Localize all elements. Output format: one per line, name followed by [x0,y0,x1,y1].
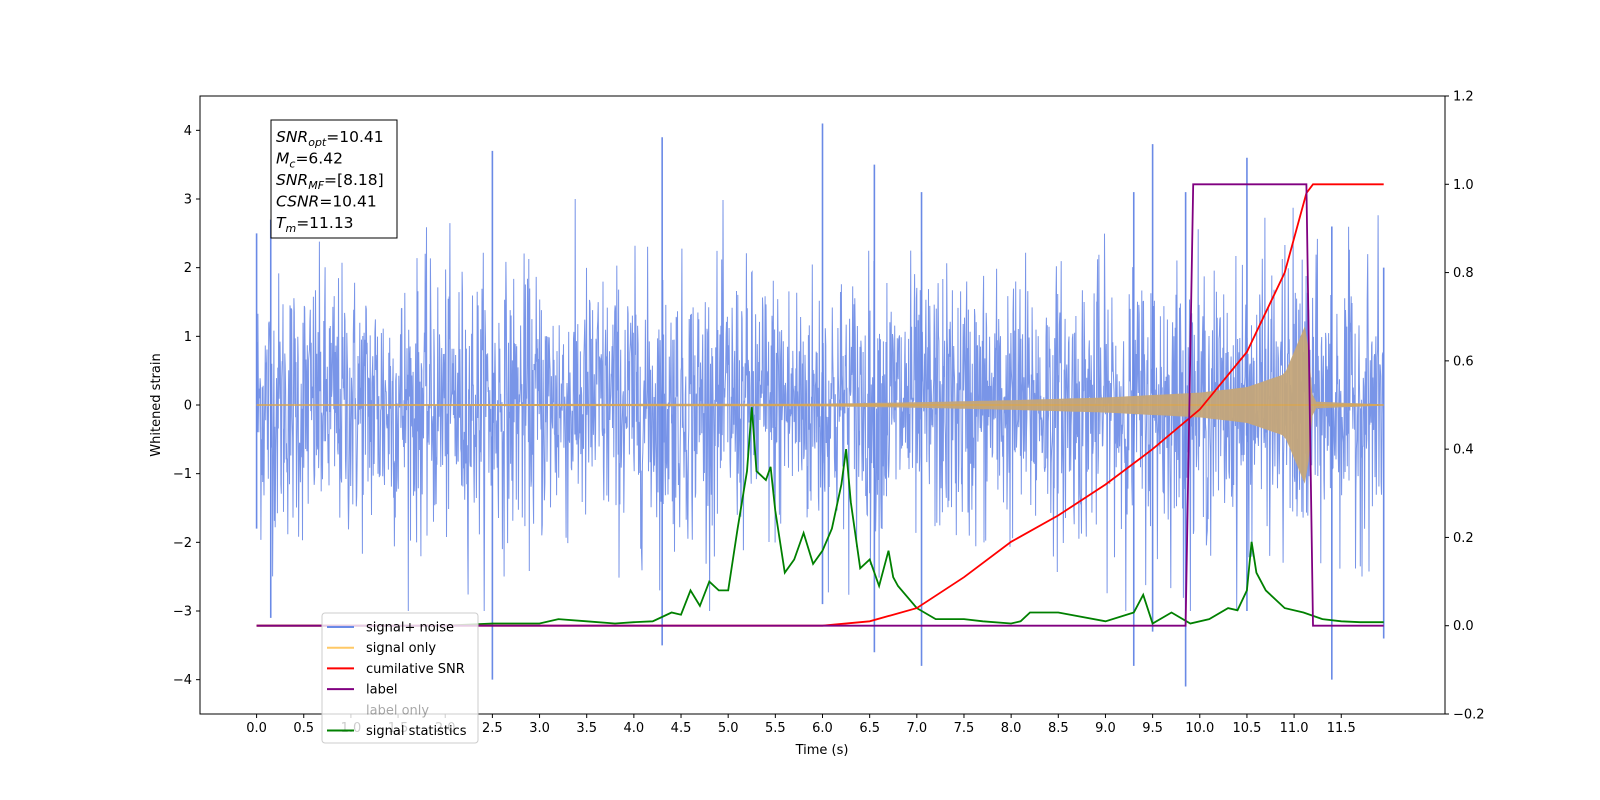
y2-tick-label: 0.2 [1453,531,1474,546]
annotation-line: Tm=11.13 [276,214,354,235]
legend-label-text: label [366,683,397,698]
y-tick-label: 2 [184,261,192,276]
x-tick-label: 6.5 [859,721,880,736]
annotation-line: SNRopt=10.41 [276,128,384,149]
x-tick-label: 8.5 [1048,721,1069,736]
x-tick-label: 7.0 [906,721,927,736]
cumulative-snr-line [256,183,1384,627]
y2-tick-label: −0.2 [1453,708,1485,723]
y-axis-label: Whitened strain [149,353,164,456]
legend-box [321,612,479,744]
y2-tick-label: 1.0 [1453,178,1474,193]
y2-tick-label: 0.8 [1453,266,1474,281]
x-tick-label: 0.5 [293,721,314,736]
y2-tick-label: 0.0 [1453,619,1474,634]
annotation-line: SNRMF=[8.18] [276,171,384,192]
x-tick-label: 9.0 [1095,721,1116,736]
y-tick-label: −2 [173,536,192,551]
y-tick-label: −4 [173,673,192,688]
x-tick-label: 5.5 [765,721,786,736]
annotation-line: CSNR=10.41 [276,193,377,211]
x-tick-label: 8.0 [1001,721,1022,736]
x-tick-label: 0.0 [246,721,267,736]
y-tick-label: 0 [184,399,192,414]
y-tick-label: 4 [184,124,192,139]
annotation-frame [270,119,398,239]
annotation-box: SNRopt=10.41Mc=6.42SNRMF=[8.18]CSNR=10.4… [270,119,398,239]
legend: signal+ noise signal only cumilative SNR la… [321,612,479,744]
x-tick-label: 5.0 [718,721,739,736]
y2-tick-label: 0.6 [1453,354,1474,369]
y-tick-label: −1 [173,467,192,482]
legend-label-only-text: label only [366,703,429,718]
x-tick-label: 10.0 [1185,721,1214,736]
noise-trace [256,198,1385,612]
x-tick-label: 7.5 [954,721,975,736]
legend-cumulative-snr-text: cumilative SNR [366,662,465,677]
legend-signal-only-text: signal only [366,641,436,656]
legend-signal-statistics-text: signal statistics [366,724,467,739]
y-tick-label: 1 [184,330,192,345]
x-tick-label: 10.5 [1232,721,1261,736]
signal-statistics-line [256,407,1384,627]
x-tick-label: 11.5 [1327,721,1356,736]
x-tick-label: 4.0 [624,721,645,736]
y-tick-label: −3 [173,605,192,620]
legend-signal-noise-text: signal+ noise [366,621,454,636]
y-tick-label: 3 [184,193,192,208]
annotation-line: Mc=6.42 [276,150,343,171]
y2-tick-label: 1.2 [1453,90,1474,105]
x-tick-label: 3.0 [529,721,550,736]
x-tick-label: 3.5 [576,721,597,736]
x-tick-label: 6.0 [812,721,833,736]
label-line [256,183,1384,627]
y2-tick-label: 0.4 [1453,443,1474,458]
x-tick-label: 2.5 [482,721,503,736]
plot-area [255,123,1385,687]
x-tick-label: 9.5 [1142,721,1163,736]
x-tick-label: 11.0 [1280,721,1309,736]
x-tick-label: 4.5 [671,721,692,736]
x-axis-label: Time (s) [795,743,849,758]
